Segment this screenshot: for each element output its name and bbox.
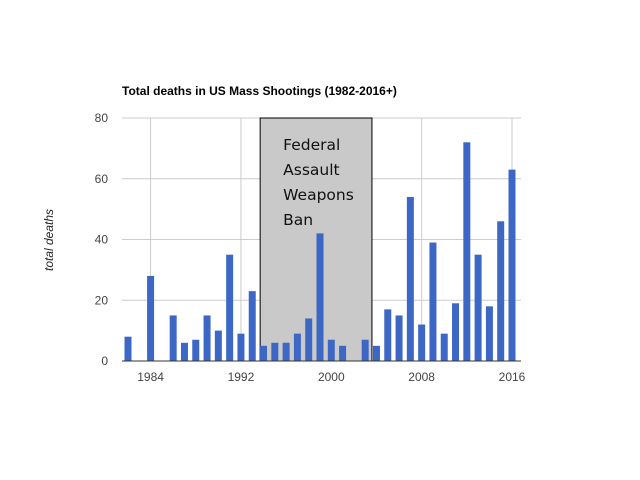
ban-label-line: Assault — [283, 161, 339, 179]
bars — [122, 142, 521, 362]
bar — [271, 342, 279, 361]
bar — [361, 339, 369, 361]
y-tick-label: 40 — [95, 233, 109, 247]
ban-label-line: Federal — [283, 136, 340, 154]
bar — [395, 315, 403, 361]
bar — [485, 306, 493, 361]
bar — [384, 309, 392, 361]
y-tick-label: 80 — [95, 111, 109, 125]
y-tick-label: 20 — [95, 293, 109, 307]
x-tick-label: 1984 — [137, 370, 164, 384]
ban-annotation: Federal Assault Weapons Ban — [259, 117, 373, 362]
x-tick-label: 1992 — [228, 370, 255, 384]
bar — [339, 345, 347, 361]
y-tick-label: 60 — [95, 172, 109, 186]
bar — [497, 221, 505, 361]
bar — [124, 336, 132, 361]
bar — [316, 233, 324, 361]
bar — [452, 303, 460, 361]
y-axis-label: total deaths — [42, 209, 56, 271]
ban-label-line: Weapons — [283, 186, 354, 204]
bar — [440, 333, 448, 361]
bar — [305, 318, 313, 361]
bar — [203, 315, 211, 361]
ban-label-line: Ban — [283, 211, 313, 229]
bar — [260, 345, 268, 361]
x-tick-label: 2000 — [318, 370, 345, 384]
bar — [192, 339, 200, 361]
bar — [429, 242, 437, 361]
bar — [248, 291, 256, 361]
tick-labels: 0 20 40 60 80 1984 1992 2000 2008 2016 — [95, 111, 526, 384]
bar — [226, 254, 234, 361]
bar — [372, 345, 380, 361]
bar — [463, 142, 471, 361]
bar — [169, 315, 177, 361]
bar — [237, 333, 245, 361]
bar — [147, 275, 155, 361]
chart-title: Total deaths in US Mass Shootings (1982-… — [122, 84, 397, 98]
x-tick-label: 2008 — [408, 370, 435, 384]
ban-period-box — [259, 117, 373, 362]
y-tick-label: 0 — [101, 354, 108, 368]
bar — [293, 333, 301, 361]
bar — [327, 339, 335, 361]
bar — [282, 342, 290, 361]
bar — [474, 254, 482, 361]
bar — [214, 330, 222, 361]
bar — [406, 196, 414, 361]
bar — [418, 324, 426, 361]
bar — [508, 169, 516, 361]
x-tick-label: 2016 — [499, 370, 526, 384]
bar — [180, 342, 188, 361]
